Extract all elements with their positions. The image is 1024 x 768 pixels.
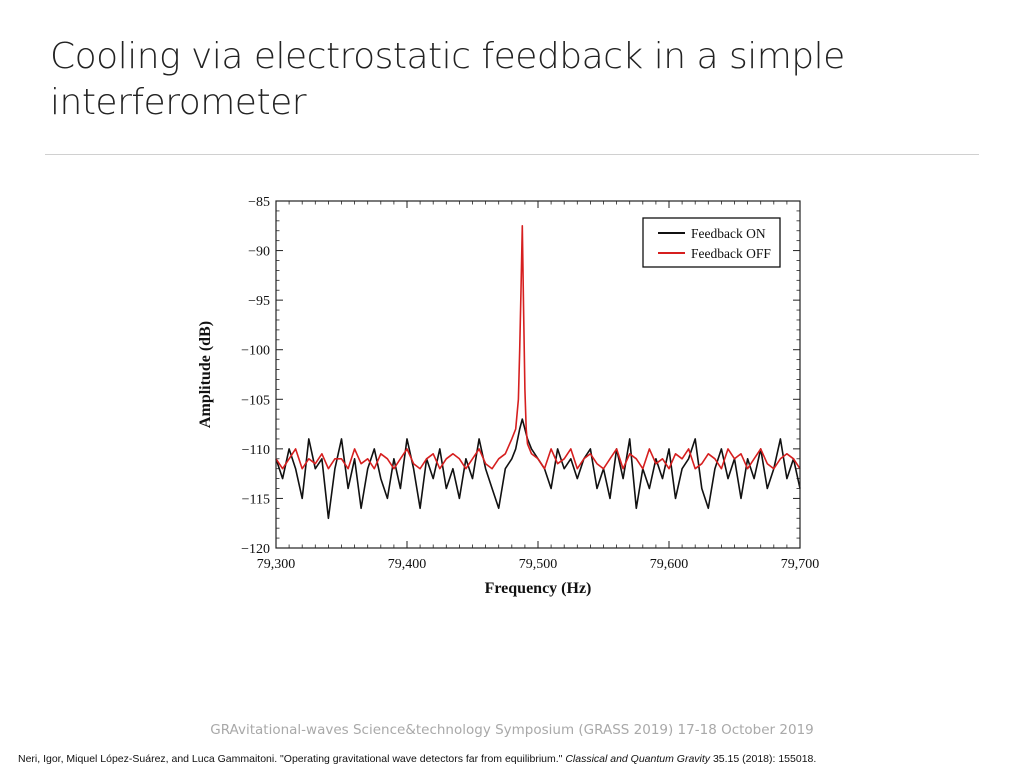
citation-journal: Classical and Quantum Gravity (565, 753, 711, 765)
citation: Neri, Igor, Miquel López-Suárez, and Luc… (18, 753, 816, 765)
legend: Feedback ON Feedback OFF (642, 217, 781, 268)
x-tick-label: 79,600 (650, 557, 689, 572)
y-tick-label: −95 (248, 294, 270, 309)
legend-box (642, 217, 781, 268)
legend-label: Feedback OFF (691, 246, 771, 261)
y-tick-label: −100 (241, 344, 270, 359)
x-tick-label: 79,400 (388, 557, 427, 572)
series-line-feedback-off (275, 225, 801, 470)
x-tick-label: 79,300 (257, 557, 296, 572)
footer-conference: GRAvitational-waves Science&technology S… (210, 722, 814, 738)
legend-label: Feedback ON (691, 226, 766, 241)
plot-frame (275, 200, 801, 549)
y-axis-label: Amplitude (dB) (197, 321, 214, 428)
slide-title: Cooling via electrostatic feedback in a … (50, 36, 845, 123)
x-tick-label: 79,500 (519, 557, 558, 572)
title-divider (45, 154, 979, 155)
citation-authors: Neri, Igor, Miquel López-Suárez, and Luc… (18, 753, 566, 765)
citation-volume: 35.15 (2018): 155018. (710, 753, 817, 765)
y-tick-label: −120 (241, 542, 270, 557)
x-tick-label: 79,700 (781, 557, 820, 572)
y-tick-label: −90 (248, 245, 270, 260)
y-tick-label: −85 (248, 195, 270, 210)
x-axis-label: Frequency (Hz) (485, 580, 592, 597)
series-line-feedback-on (275, 418, 801, 520)
y-tick-label: −105 (241, 393, 270, 408)
series-layer (275, 225, 801, 520)
y-tick-label: −110 (242, 443, 270, 458)
y-tick-label: −115 (242, 492, 270, 507)
